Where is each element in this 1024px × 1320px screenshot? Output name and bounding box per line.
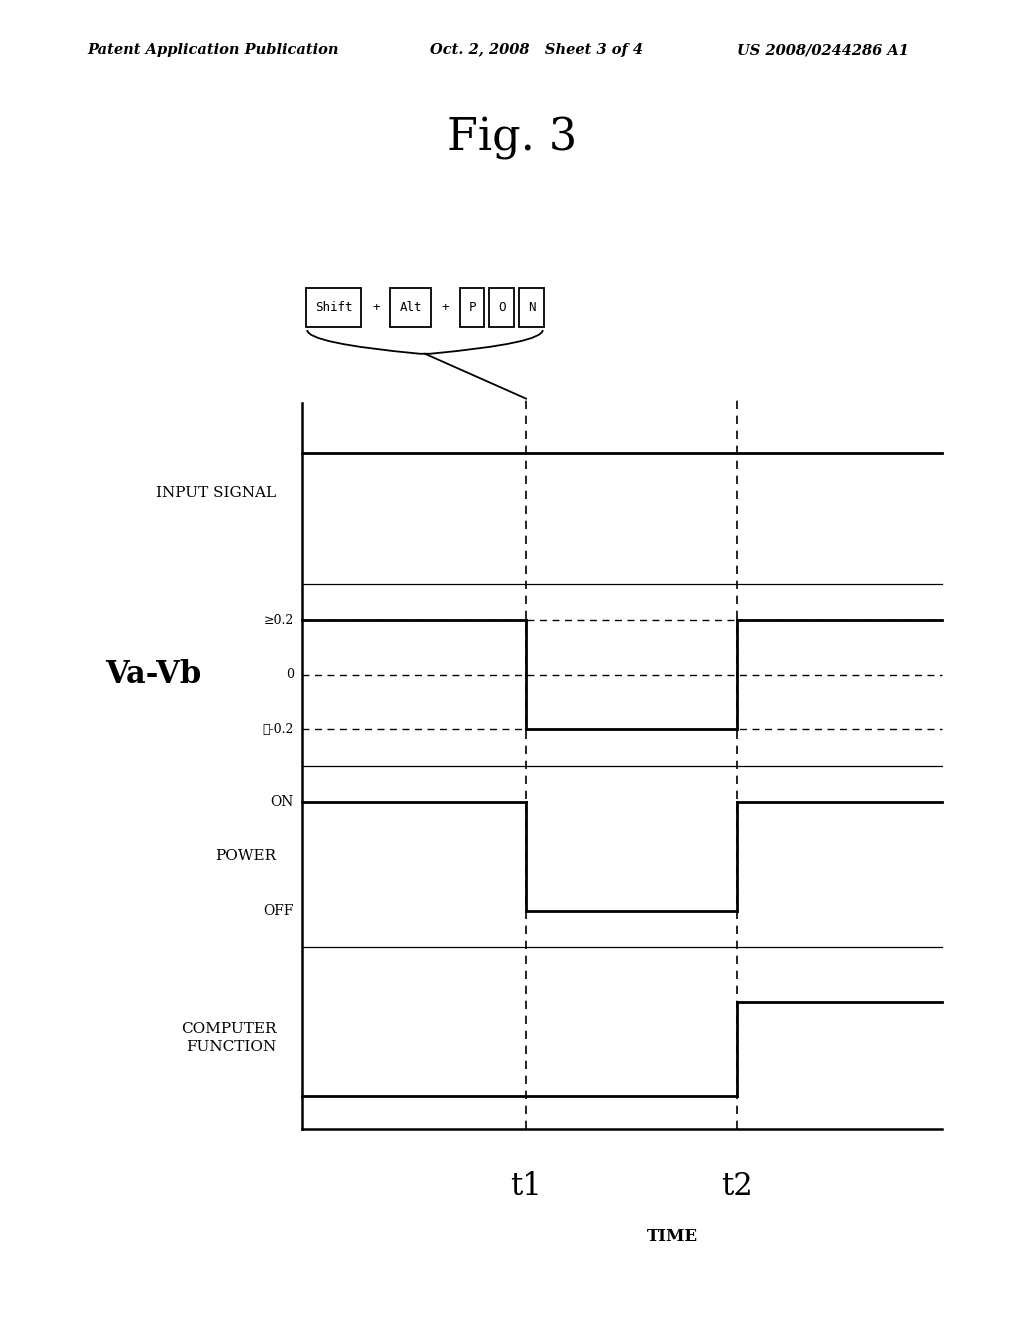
FancyBboxPatch shape: [390, 288, 431, 327]
FancyBboxPatch shape: [489, 288, 514, 327]
Text: +: +: [372, 301, 380, 314]
Text: Shift: Shift: [315, 301, 352, 314]
Text: O: O: [498, 301, 506, 314]
Text: P: P: [468, 301, 476, 314]
Text: Oct. 2, 2008   Sheet 3 of 4: Oct. 2, 2008 Sheet 3 of 4: [430, 44, 643, 57]
Text: TIME: TIME: [647, 1228, 698, 1245]
Text: N: N: [527, 301, 536, 314]
Text: OFF: OFF: [263, 904, 294, 917]
Text: Alt: Alt: [399, 301, 422, 314]
Text: +: +: [441, 301, 450, 314]
Text: 0: 0: [286, 668, 294, 681]
FancyBboxPatch shape: [460, 288, 484, 327]
Text: ≦-0.2: ≦-0.2: [262, 723, 294, 735]
Text: Patent Application Publication: Patent Application Publication: [87, 44, 339, 57]
Text: Fig. 3: Fig. 3: [446, 117, 578, 160]
Text: t1: t1: [510, 1171, 542, 1201]
Text: POWER: POWER: [215, 849, 276, 863]
Text: INPUT SIGNAL: INPUT SIGNAL: [157, 486, 276, 500]
FancyBboxPatch shape: [519, 288, 544, 327]
Text: ≥0.2: ≥0.2: [263, 614, 294, 627]
Text: t2: t2: [721, 1171, 754, 1201]
Text: ON: ON: [270, 795, 294, 809]
FancyBboxPatch shape: [306, 288, 361, 327]
Text: COMPUTER
FUNCTION: COMPUTER FUNCTION: [181, 1022, 276, 1055]
Text: Va-Vb: Va-Vb: [105, 660, 202, 690]
Text: US 2008/0244286 A1: US 2008/0244286 A1: [737, 44, 909, 57]
